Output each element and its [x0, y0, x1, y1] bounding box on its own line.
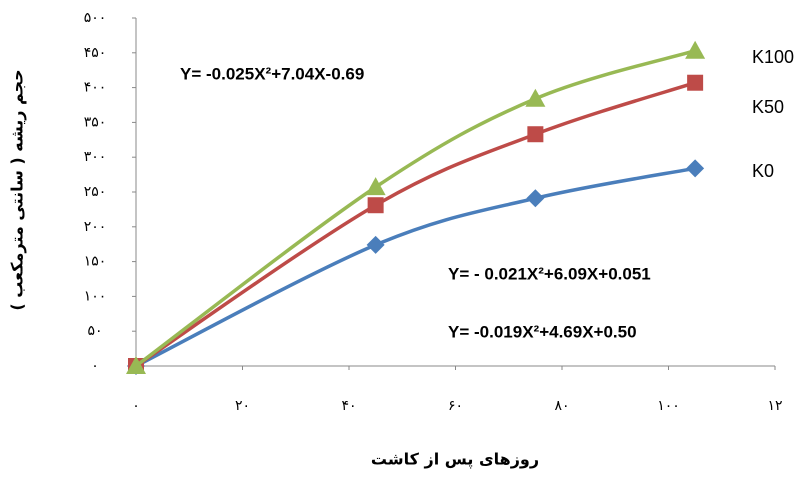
y-tick-label: ۲۵۰ — [84, 184, 107, 200]
marker — [367, 197, 384, 214]
equation: Y= -0.025X²+7.04X-0.69 — [180, 64, 364, 83]
x-tick-label: ۶۰ — [448, 398, 463, 414]
y-tick-label: ۳۰۰ — [84, 149, 107, 165]
marker — [685, 40, 706, 59]
y-tick-label: ۲۰۰ — [84, 219, 107, 235]
marker — [126, 356, 146, 374]
x-tick-label: ۲۰ — [235, 398, 250, 414]
y-tick-label: ۳۵۰ — [84, 114, 107, 130]
x-axis-title: روزهای پس از کاشت — [371, 450, 539, 470]
marker — [365, 177, 386, 196]
y-tick-label: ۵۰ — [87, 323, 102, 339]
x-tick-label: ۰ — [132, 398, 140, 414]
marker — [526, 189, 545, 208]
x-tick-label: ۸۰ — [554, 398, 569, 414]
legend-label: K0 — [752, 161, 774, 181]
y-tick-label: ۱۵۰ — [84, 254, 107, 270]
x-tick-label: ۴۰ — [341, 398, 356, 414]
series-line — [135, 81, 696, 368]
marker — [686, 159, 705, 178]
legend-label: K100 — [752, 47, 794, 67]
y-tick-label: ۴۵۰ — [84, 45, 107, 61]
x-tick-label: ۱۲ — [767, 398, 782, 414]
legend-label: K50 — [752, 97, 784, 117]
y-tick-label: ۰ — [91, 358, 99, 374]
y-tick-label: ۵۰۰ — [84, 10, 107, 26]
y-tick-label: ۴۰۰ — [84, 80, 107, 96]
equation: Y= - 0.021X²+6.09X+0.051 — [448, 264, 651, 283]
series-line — [134, 49, 696, 368]
y-axis-title: حجم ریشه ( سانتی مترمکعب ) — [8, 69, 27, 310]
equation: Y= -0.019X²+4.69X+0.50 — [448, 322, 637, 341]
series-line — [135, 166, 696, 368]
marker — [525, 88, 546, 107]
x-tick-label: ۱۰۰ — [657, 398, 680, 414]
y-tick-label: ۱۰۰ — [84, 288, 107, 304]
marker — [687, 74, 704, 91]
marker — [527, 126, 544, 143]
marker — [366, 235, 385, 254]
